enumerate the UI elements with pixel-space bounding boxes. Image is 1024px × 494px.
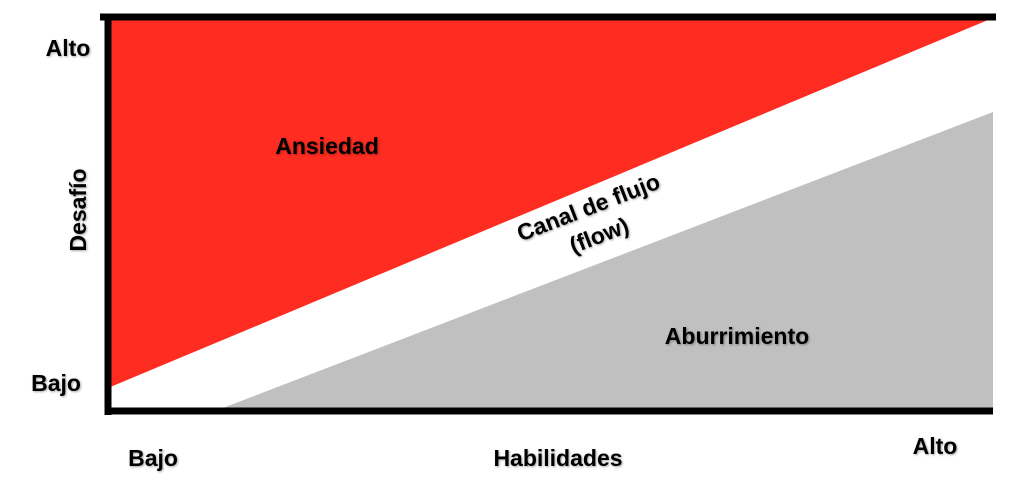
y-axis-high: Alto [46, 35, 91, 61]
anxiety-region [108, 20, 988, 388]
x-axis-low: Bajo [128, 445, 178, 471]
boredom-label: Aburrimiento [665, 323, 809, 349]
x-axis-label: Habilidades [493, 445, 622, 471]
y-axis-low: Bajo [31, 370, 81, 396]
anxiety-label: Ansiedad [275, 133, 379, 159]
y-axis-label: Desafío [65, 168, 91, 251]
boredom-region [215, 112, 993, 411]
x-axis-high: Alto [913, 433, 958, 459]
